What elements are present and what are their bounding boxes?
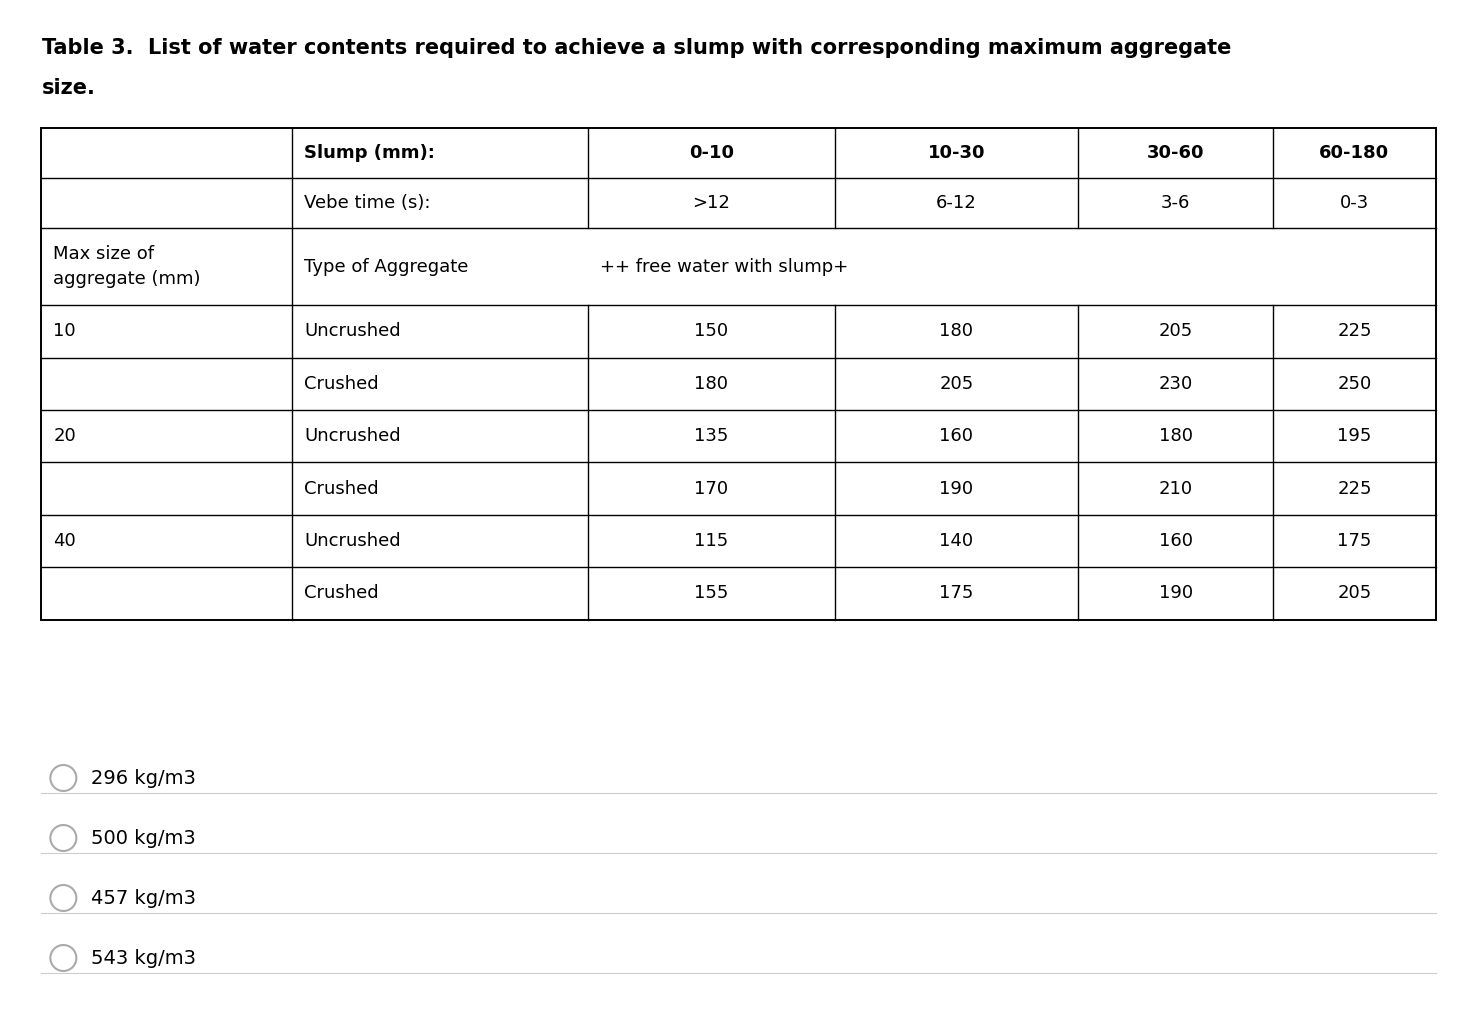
Text: 250: 250 (1337, 375, 1372, 393)
Text: 210: 210 (1158, 480, 1193, 497)
Text: Uncrushed: Uncrushed (304, 322, 402, 340)
Text: 190: 190 (939, 480, 973, 497)
Text: 135: 135 (694, 427, 728, 445)
Text: 30-60: 30-60 (1148, 144, 1204, 162)
Text: Vebe time (s):: Vebe time (s): (304, 194, 431, 212)
Text: 296 kg/m3: 296 kg/m3 (92, 768, 196, 788)
Text: 10: 10 (53, 322, 75, 340)
Text: 175: 175 (939, 585, 973, 602)
Text: 115: 115 (694, 532, 728, 550)
Text: 160: 160 (1158, 532, 1193, 550)
Text: 170: 170 (694, 480, 728, 497)
Text: Uncrushed: Uncrushed (304, 532, 402, 550)
Text: 40: 40 (53, 532, 77, 550)
Text: ++ free water with slump+: ++ free water with slump+ (600, 258, 848, 275)
Text: 20: 20 (53, 427, 77, 445)
Text: Crushed: Crushed (304, 375, 380, 393)
Text: Crushed: Crushed (304, 480, 380, 497)
Text: 225: 225 (1337, 322, 1372, 340)
Text: 60-180: 60-180 (1319, 144, 1390, 162)
Text: 225: 225 (1337, 480, 1372, 497)
Text: 230: 230 (1158, 375, 1193, 393)
Text: 155: 155 (694, 585, 728, 602)
Text: 205: 205 (1158, 322, 1193, 340)
Text: 195: 195 (1337, 427, 1372, 445)
Text: 180: 180 (694, 375, 728, 393)
Text: 205: 205 (1337, 585, 1372, 602)
Text: Table 3.  List of water contents required to achieve a slump with corresponding : Table 3. List of water contents required… (41, 38, 1232, 58)
Text: 500 kg/m3: 500 kg/m3 (92, 828, 196, 848)
Text: 457 kg/m3: 457 kg/m3 (92, 889, 196, 908)
Text: 543 kg/m3: 543 kg/m3 (92, 949, 196, 967)
Text: 10-30: 10-30 (928, 144, 985, 162)
Text: Type of Aggregate: Type of Aggregate (304, 258, 468, 275)
Text: Crushed: Crushed (304, 585, 380, 602)
Text: 140: 140 (939, 532, 973, 550)
Text: 0-3: 0-3 (1340, 194, 1369, 212)
Text: >12: >12 (693, 194, 730, 212)
Bar (41, 128, 1436, 620)
Text: 190: 190 (1158, 585, 1193, 602)
Text: 180: 180 (939, 322, 973, 340)
Text: 175: 175 (1337, 532, 1372, 550)
Text: 205: 205 (939, 375, 973, 393)
Text: size.: size. (41, 78, 96, 98)
Text: 3-6: 3-6 (1161, 194, 1190, 212)
Text: 150: 150 (694, 322, 728, 340)
Text: 160: 160 (939, 427, 973, 445)
Text: 180: 180 (1158, 427, 1193, 445)
Text: Slump (mm):: Slump (mm): (304, 144, 436, 162)
Text: 0-10: 0-10 (688, 144, 734, 162)
Text: 6-12: 6-12 (936, 194, 976, 212)
Text: Max size of
aggregate (mm): Max size of aggregate (mm) (53, 245, 201, 288)
Text: Uncrushed: Uncrushed (304, 427, 402, 445)
